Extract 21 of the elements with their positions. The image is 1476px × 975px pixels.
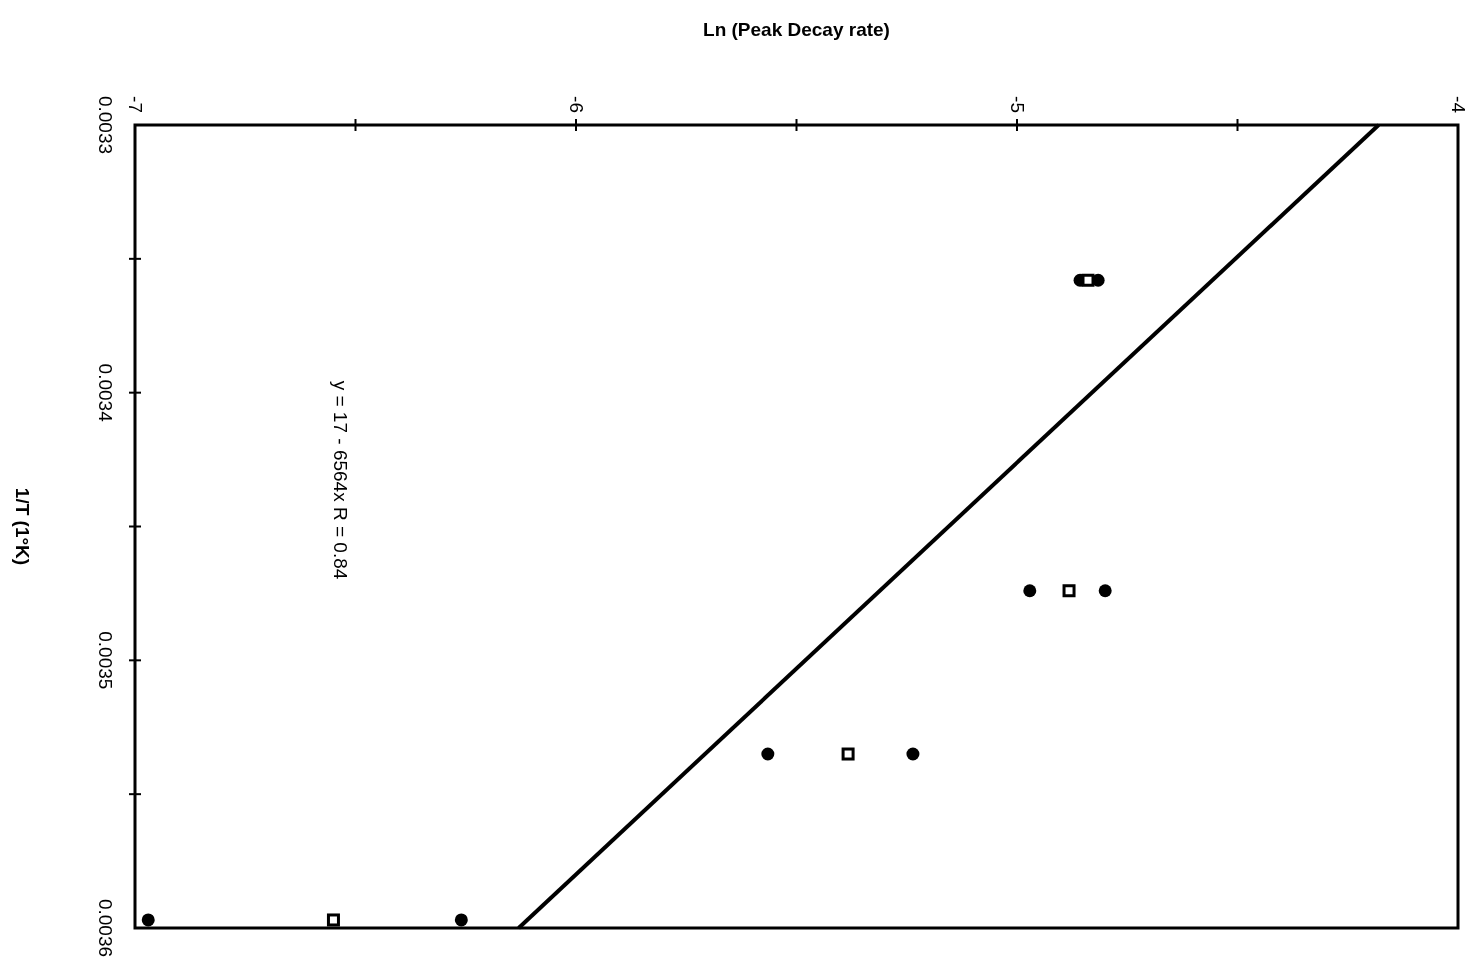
point — [454, 913, 468, 927]
point — [141, 913, 155, 927]
y-axis-title: 1/T (1°K) — [11, 487, 33, 566]
point — [841, 747, 855, 761]
annotation: y = 17 - 6564x R = 0.84 — [329, 380, 351, 580]
x-axis-title: Ln (Peak Decay rate) — [703, 19, 890, 40]
point — [1062, 584, 1076, 598]
point — [1081, 273, 1095, 287]
x-tick-label: -7 — [124, 96, 146, 113]
point — [906, 747, 920, 761]
y-tick-label: 0.0036 — [94, 898, 116, 958]
point — [1023, 584, 1037, 598]
point — [761, 747, 775, 761]
x-tick-label: -5 — [1006, 96, 1028, 113]
x-tick-label: -6 — [565, 96, 587, 113]
point — [326, 913, 340, 927]
y-tick-label: 0.0035 — [94, 631, 116, 690]
y-tick-label: 0.0034 — [94, 363, 116, 423]
point — [1098, 584, 1112, 598]
y-tick-label: 0.0033 — [94, 95, 116, 155]
x-tick-label: -4 — [1447, 96, 1469, 114]
